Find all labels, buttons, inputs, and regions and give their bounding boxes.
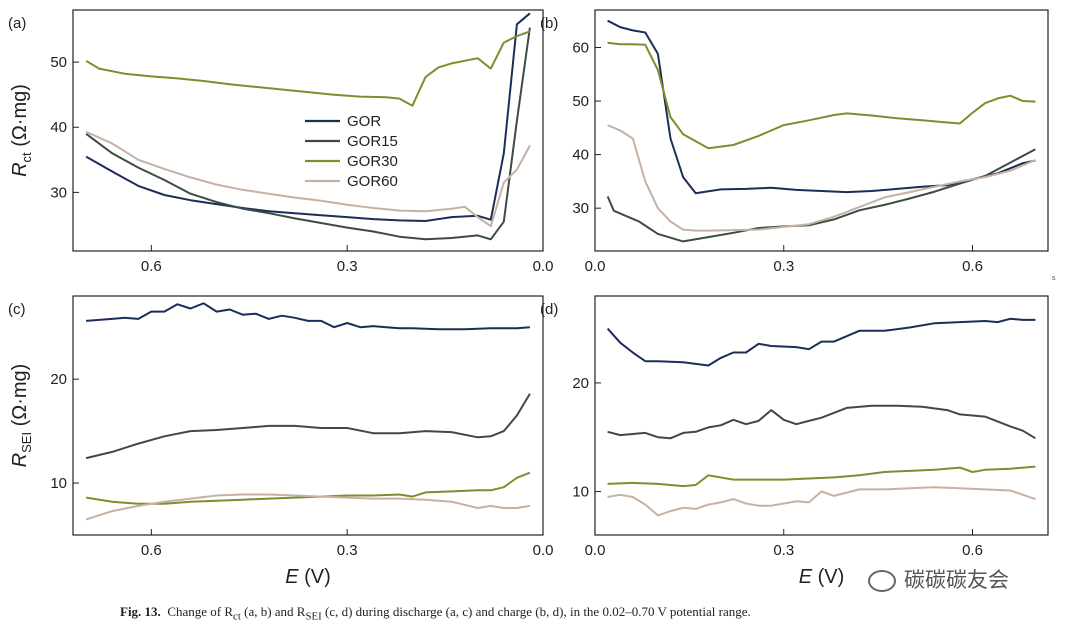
y-axis-subscript: SEI <box>19 432 34 453</box>
legend: GOR GOR15 GOR30 GOR60 <box>305 113 398 190</box>
panel-d: (d) 0.0 0.3 0.6 10 20 E (V) <box>540 295 1049 588</box>
caption-text-3: (c, d) during discharge (a, c) and charg… <box>321 604 751 619</box>
panel-label-c: (c) <box>8 301 26 318</box>
series-line-gor30-c <box>85 471 531 505</box>
caption-text: Change of R <box>167 604 234 619</box>
x-tick-label: 0.6 <box>141 258 162 275</box>
stray-mark: s <box>1052 275 1056 282</box>
series-line-gor60-d <box>607 486 1036 517</box>
panel-label-a: (a) <box>8 15 26 32</box>
panel-a: (a) 0.6 0.3 0.0 30 40 50 Rct (Ω·mg) GOR GOR15 GOR3… <box>8 9 554 275</box>
y-tick-label: 30 <box>572 200 589 217</box>
plot-frame-c <box>72 295 544 536</box>
panel-b: (b) 0.0 0.3 0.6 30 40 50 60 <box>540 9 1049 275</box>
series-line-gor30-b <box>607 41 1036 150</box>
y-tick-label: 50 <box>572 93 589 110</box>
y-tick-label: 50 <box>50 54 67 71</box>
plot-frame-d <box>594 295 1049 536</box>
figure-caption: Fig. 13. Change of Rct (a, b) and RSEI (… <box>120 604 751 623</box>
series-line-gor-d <box>606 317 1036 367</box>
y-axis-subscript: ct <box>19 152 34 163</box>
panel-label-d: (d) <box>540 301 558 318</box>
y-axis-unit: (Ω·mg) <box>9 84 31 152</box>
x-axis-symbol: E <box>799 566 813 588</box>
caption-text-2: (a, b) and R <box>240 604 306 619</box>
y-tick-label: 10 <box>50 475 67 492</box>
x-tick-label: 0.6 <box>141 542 162 559</box>
x-tick-label: 0.6 <box>962 258 983 275</box>
x-tick-label: 0.6 <box>962 542 983 559</box>
x-tick-label: 0.3 <box>337 258 358 275</box>
y-tick-label: 20 <box>50 371 67 388</box>
series-line-gor60-a <box>85 130 531 228</box>
x-axis-unit: (V) <box>812 566 844 588</box>
plot-frame-b <box>594 9 1049 252</box>
caption-label: Fig. 13. <box>120 604 161 619</box>
legend-label-gor30: GOR30 <box>347 153 398 170</box>
series-line-gor15-b <box>606 148 1036 243</box>
series-line-gor15-d <box>607 404 1036 440</box>
legend-label-gor: GOR <box>347 113 381 130</box>
x-tick-label: 0.3 <box>773 542 794 559</box>
x-tick-label: 0.3 <box>773 258 794 275</box>
x-axis-title-d: E (V) <box>799 566 845 588</box>
y-axis-unit: (Ω·mg) <box>9 364 31 432</box>
series-line-gor30-d <box>607 465 1036 488</box>
x-axis-title-c: E (V) <box>285 566 331 588</box>
series-line-gor15-c <box>85 393 531 460</box>
plot-frame-a <box>72 9 544 252</box>
y-tick-label: 20 <box>572 375 589 392</box>
legend-label-gor60: GOR60 <box>347 173 398 190</box>
x-tick-label: 0.0 <box>533 258 554 275</box>
x-axis-unit: (V) <box>299 566 331 588</box>
series-line-gor60-c <box>85 493 531 521</box>
panel-label-b: (b) <box>540 15 558 32</box>
caption-sub-sei: SEI <box>305 610 322 623</box>
y-axis-symbol: R <box>9 453 31 467</box>
watermark: 碳碳碳友会 <box>868 564 1009 594</box>
series-line-gor-b <box>607 19 1036 195</box>
watermark-text: 碳碳碳友会 <box>904 568 1009 592</box>
y-tick-label: 40 <box>50 119 67 136</box>
legend-label-gor15: GOR15 <box>347 133 398 150</box>
panel-c: (c) 0.6 0.3 0.0 10 20 RSEI (Ω·mg) E (V) <box>8 295 554 588</box>
y-tick-label: 10 <box>572 484 589 501</box>
y-axis-title-a: Rct (Ω·mg) <box>9 84 34 177</box>
wechat-icon <box>868 570 896 592</box>
series-line-gor30-a <box>85 30 531 107</box>
y-tick-label: 60 <box>572 39 589 56</box>
y-axis-title-c: RSEI (Ω·mg) <box>9 364 34 468</box>
y-tick-label: 30 <box>50 184 67 201</box>
series-line-gor60-b <box>607 124 1036 232</box>
y-tick-label: 40 <box>572 147 589 164</box>
x-tick-label: 0.0 <box>585 542 606 559</box>
x-tick-label: 0.0 <box>533 542 554 559</box>
caption-sub-ct: ct <box>233 610 241 623</box>
series-line-gor15-a <box>85 27 531 241</box>
x-tick-label: 0.3 <box>337 542 358 559</box>
x-axis-symbol: E <box>285 566 299 588</box>
y-axis-symbol: R <box>9 162 31 176</box>
series-line-gor-c <box>86 302 530 331</box>
series-line-gor-a <box>85 12 531 222</box>
x-tick-label: 0.0 <box>585 258 606 275</box>
